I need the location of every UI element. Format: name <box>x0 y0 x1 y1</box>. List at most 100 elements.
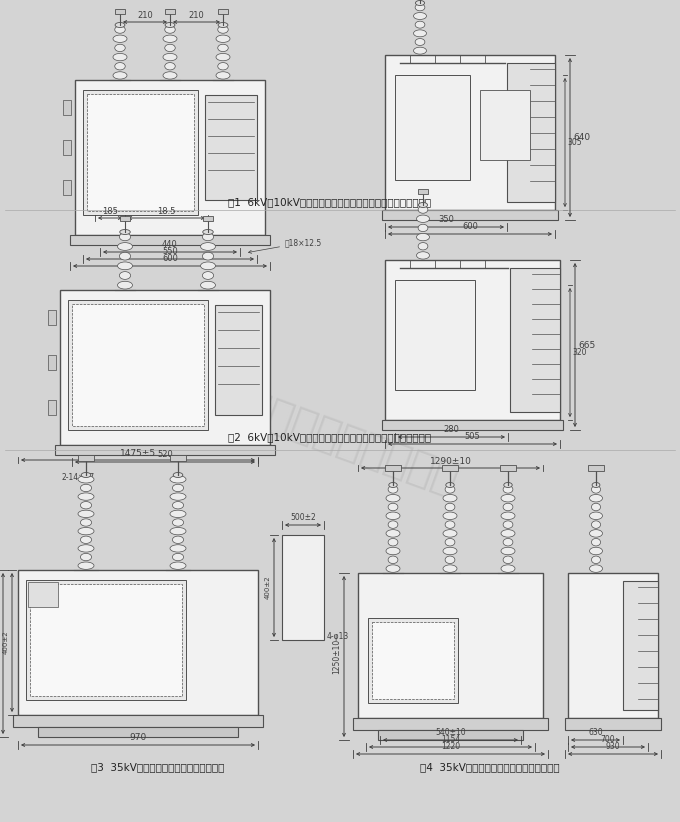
Ellipse shape <box>418 224 428 232</box>
Ellipse shape <box>201 262 216 270</box>
Ellipse shape <box>590 495 602 502</box>
Bar <box>165 9 175 14</box>
Text: 1220: 1220 <box>441 742 460 751</box>
Bar <box>568 573 658 718</box>
Bar <box>115 9 125 14</box>
Text: 图3  35kV三相三线计量筱（三相二元件）: 图3 35kV三相三线计量筱（三相二元件） <box>91 762 224 772</box>
Ellipse shape <box>445 521 455 529</box>
Ellipse shape <box>218 22 228 27</box>
Text: 图4  35kV三相三四线计量筱（三相三元件）: 图4 35kV三相三四线计量筱（三相三元件） <box>420 762 560 772</box>
Text: 970: 970 <box>129 733 147 742</box>
Ellipse shape <box>165 22 175 27</box>
Ellipse shape <box>388 486 398 493</box>
Text: 210: 210 <box>137 11 153 20</box>
Text: 640: 640 <box>573 133 590 142</box>
Text: 1475±5: 1475±5 <box>120 449 156 458</box>
Ellipse shape <box>503 521 513 529</box>
Text: 600: 600 <box>462 222 478 231</box>
Ellipse shape <box>201 242 216 251</box>
Text: 4-φ13: 4-φ13 <box>327 632 350 641</box>
Text: 700: 700 <box>600 735 615 744</box>
Text: 520: 520 <box>157 450 173 459</box>
Bar <box>170 455 186 461</box>
Ellipse shape <box>170 528 186 535</box>
Bar <box>55 445 275 455</box>
Bar <box>358 573 543 718</box>
Ellipse shape <box>170 545 186 552</box>
Ellipse shape <box>216 72 230 79</box>
Bar <box>205 95 257 200</box>
Ellipse shape <box>503 503 513 510</box>
Ellipse shape <box>592 503 600 510</box>
Ellipse shape <box>415 21 425 28</box>
Ellipse shape <box>504 483 512 487</box>
Bar <box>70 235 270 245</box>
Ellipse shape <box>388 538 398 546</box>
Ellipse shape <box>386 495 400 502</box>
Ellipse shape <box>445 486 455 493</box>
Bar <box>48 310 56 325</box>
Text: 600: 600 <box>162 254 178 263</box>
Bar <box>30 584 182 696</box>
Circle shape <box>313 544 318 549</box>
Ellipse shape <box>173 484 184 492</box>
Text: 210: 210 <box>188 11 205 20</box>
Text: 18.5: 18.5 <box>157 207 175 216</box>
Bar <box>28 582 58 607</box>
Ellipse shape <box>388 503 398 510</box>
Ellipse shape <box>415 4 425 11</box>
Ellipse shape <box>113 53 127 61</box>
Ellipse shape <box>80 519 92 526</box>
Bar <box>588 465 604 471</box>
Ellipse shape <box>218 44 228 52</box>
Text: 320: 320 <box>572 348 586 357</box>
Ellipse shape <box>81 473 91 478</box>
Ellipse shape <box>120 271 131 279</box>
Ellipse shape <box>115 26 125 33</box>
Ellipse shape <box>386 529 400 537</box>
Ellipse shape <box>501 512 515 520</box>
Ellipse shape <box>80 501 92 509</box>
Ellipse shape <box>118 242 133 251</box>
Text: 930: 930 <box>606 742 620 751</box>
Ellipse shape <box>389 483 397 487</box>
Ellipse shape <box>590 547 602 555</box>
Ellipse shape <box>592 521 600 529</box>
Ellipse shape <box>388 556 398 564</box>
Bar <box>378 730 523 740</box>
Ellipse shape <box>413 47 426 54</box>
Ellipse shape <box>218 62 228 70</box>
Ellipse shape <box>590 529 602 537</box>
Text: 400±2: 400±2 <box>265 575 271 599</box>
Ellipse shape <box>501 565 515 572</box>
Ellipse shape <box>78 510 94 518</box>
Ellipse shape <box>446 483 454 487</box>
Ellipse shape <box>173 536 184 543</box>
Ellipse shape <box>443 512 457 520</box>
Circle shape <box>288 544 292 549</box>
Ellipse shape <box>418 202 428 207</box>
Ellipse shape <box>165 62 175 70</box>
Bar <box>385 465 401 471</box>
Bar <box>78 455 94 461</box>
Ellipse shape <box>80 484 92 492</box>
Ellipse shape <box>216 35 230 43</box>
Bar <box>385 55 555 210</box>
Ellipse shape <box>120 233 131 241</box>
Text: 440: 440 <box>162 240 178 249</box>
Ellipse shape <box>203 271 214 279</box>
Ellipse shape <box>173 553 184 561</box>
Text: 630: 630 <box>588 728 602 737</box>
Text: 185: 185 <box>102 207 118 216</box>
Text: 1154: 1154 <box>441 735 460 744</box>
Ellipse shape <box>416 233 430 241</box>
Ellipse shape <box>115 44 125 52</box>
Bar <box>48 355 56 370</box>
Ellipse shape <box>118 281 133 289</box>
Bar <box>565 718 661 730</box>
Ellipse shape <box>203 229 214 234</box>
Bar <box>480 90 530 160</box>
Bar <box>382 420 563 430</box>
Bar <box>83 90 198 215</box>
Ellipse shape <box>501 495 515 502</box>
